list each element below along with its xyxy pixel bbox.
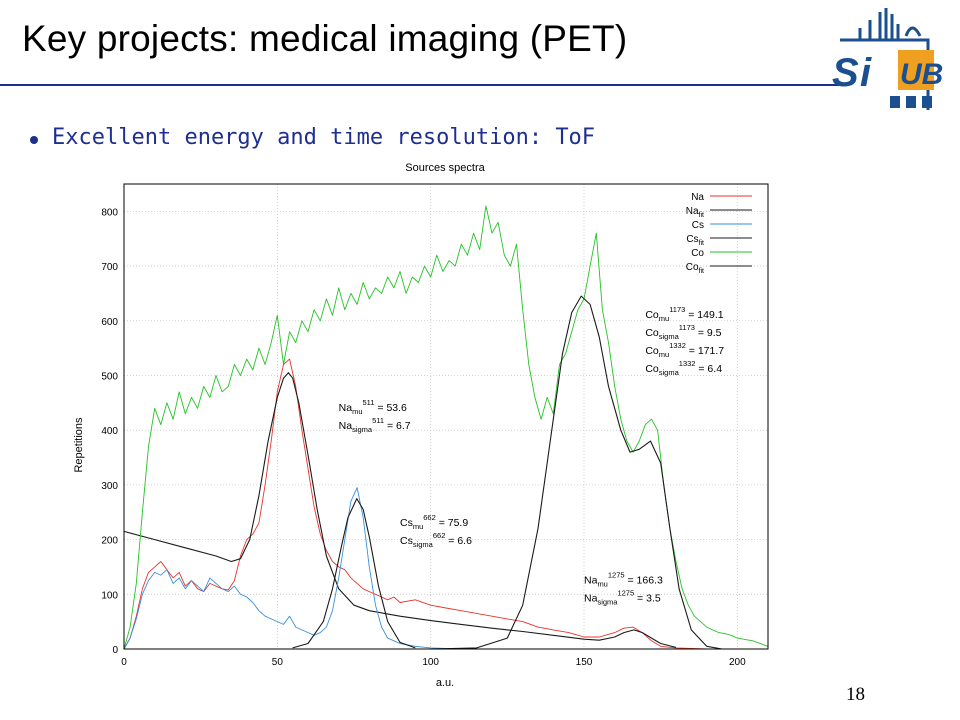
series-line-cs-fit	[292, 498, 416, 649]
plot-series	[123, 205, 769, 650]
x-tick-label: 200	[729, 657, 746, 668]
bullet-dot	[30, 136, 38, 144]
legend-label: Cs	[692, 220, 704, 231]
series-line-na-fit	[123, 372, 677, 648]
svg-text:UB: UB	[900, 58, 943, 91]
y-tick-label: 300	[101, 481, 118, 492]
fit-annotation: Comu1173 = 149.1	[645, 305, 723, 323]
fit-annotation: Namu511 = 53.6	[339, 398, 407, 416]
legend-label: Csfit	[686, 234, 704, 247]
fit-annotation: Csmu662 = 75.9	[400, 513, 468, 531]
spectra-chart: Sources spectra Repetitions a.u. 0 100 200…	[73, 162, 769, 689]
series-line-co-fit	[430, 295, 723, 650]
fit-annotation: Cosigma1173 = 9.5	[645, 323, 721, 341]
y-axis-label: Repetitions	[73, 417, 85, 473]
y-tick-label: 700	[101, 262, 118, 273]
x-tick-label: 100	[422, 657, 439, 668]
legend-label: Co	[691, 248, 704, 259]
y-tick-label: 100	[101, 590, 118, 601]
chart-title: Sources spectra	[405, 162, 485, 174]
legend-label: Na	[691, 192, 704, 203]
y-tick-label: 0	[112, 645, 118, 656]
fit-annotation: Nasigma1275 = 3.5	[584, 588, 661, 606]
x-tick-label: 150	[576, 657, 593, 668]
x-tick-label: 50	[272, 657, 284, 668]
fit-annotation: Namu1275 = 166.3	[584, 570, 663, 588]
series-line-cs	[123, 487, 462, 650]
svg-text:S: S	[832, 51, 859, 95]
series-line-na	[123, 358, 768, 650]
bullet-text: Excellent energy and time resolution: To…	[52, 125, 596, 150]
title-rule	[0, 84, 840, 86]
y-tick-label: 200	[101, 536, 118, 547]
x-axis-label: a.u.	[436, 677, 454, 689]
y-tick-label: 500	[101, 371, 118, 382]
series-line-co	[123, 205, 769, 650]
fit-annotation: Cssigma662 = 6.6	[400, 531, 472, 549]
legend-label: Nafit	[686, 206, 704, 219]
slide-title: Key projects: medical imaging (PET)	[22, 18, 628, 59]
fit-annotation: Cosigma1332 = 6.4	[645, 359, 722, 377]
fit-annotation: Nasigma511 = 6.7	[339, 416, 411, 434]
y-tick-label: 800	[101, 207, 118, 218]
plot-grid	[123, 184, 768, 650]
page-number: 18	[846, 684, 865, 705]
plot-ticks: 0 100 200 300 400 500 600 700 800 0 50 100 150 200	[101, 207, 746, 668]
siub-logo: S i UB	[832, 8, 943, 110]
y-tick-label: 400	[101, 426, 118, 437]
legend-label: Cofit	[686, 262, 704, 275]
svg-text:i: i	[860, 51, 872, 95]
fit-annotation: Comu1332 = 171.7	[645, 341, 724, 359]
y-tick-label: 600	[101, 317, 118, 328]
x-tick-label: 0	[121, 657, 127, 668]
plot-frame	[123, 183, 769, 650]
